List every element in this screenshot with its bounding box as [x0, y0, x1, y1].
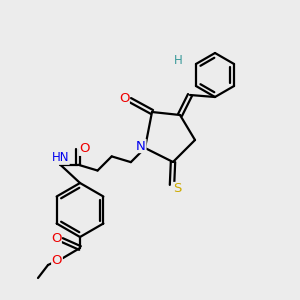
Text: H: H: [174, 53, 182, 67]
Text: O: O: [119, 92, 129, 106]
Text: O: O: [52, 254, 62, 266]
Text: N: N: [136, 140, 146, 152]
Text: S: S: [173, 182, 181, 196]
Text: O: O: [51, 232, 61, 245]
Text: O: O: [79, 142, 90, 155]
Text: HN: HN: [52, 151, 69, 164]
